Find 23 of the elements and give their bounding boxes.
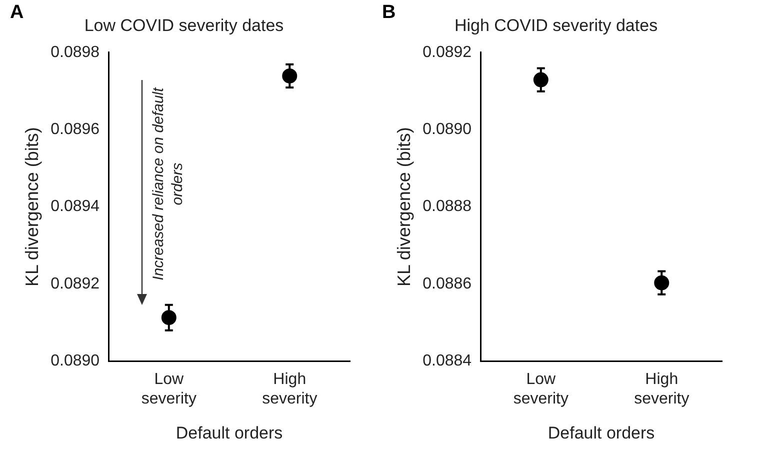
- x-axis-title: Default orders: [176, 423, 283, 442]
- y-axis-title: KL divergence (bits): [22, 127, 42, 287]
- y-tick-label: 0.0898: [50, 44, 100, 61]
- y-tick-label: 0.0888: [422, 198, 472, 216]
- y-tick-label: 0.0890: [422, 121, 472, 138]
- y-tick-label: 0.0884: [422, 352, 472, 370]
- y-tick-label: 0.0890: [50, 352, 100, 370]
- y-tick-label: 0.0896: [50, 121, 100, 138]
- x-tick-label: Low severity: [513, 371, 568, 408]
- y-tick-label: 0.0892: [50, 275, 100, 292]
- annotation: Increased reliance on default orders: [149, 86, 187, 282]
- chart-title: High COVID severity dates: [454, 16, 658, 35]
- y-tick-label: 0.0894: [50, 198, 100, 216]
- text: B: [382, 2, 396, 24]
- x-tick-label: High severity: [634, 371, 690, 408]
- x-tick-label: Low severity: [141, 371, 196, 408]
- y-tick-label: 0.0886: [422, 275, 472, 292]
- y-tick-label: 0.0892: [422, 44, 472, 61]
- x-axis-title: Default orders: [548, 423, 655, 442]
- text: A: [10, 2, 24, 24]
- y-axis-title: KL divergence (bits): [394, 127, 414, 287]
- x-tick-label: High severity: [262, 371, 318, 408]
- chart-title: Low COVID severity dates: [84, 16, 284, 35]
